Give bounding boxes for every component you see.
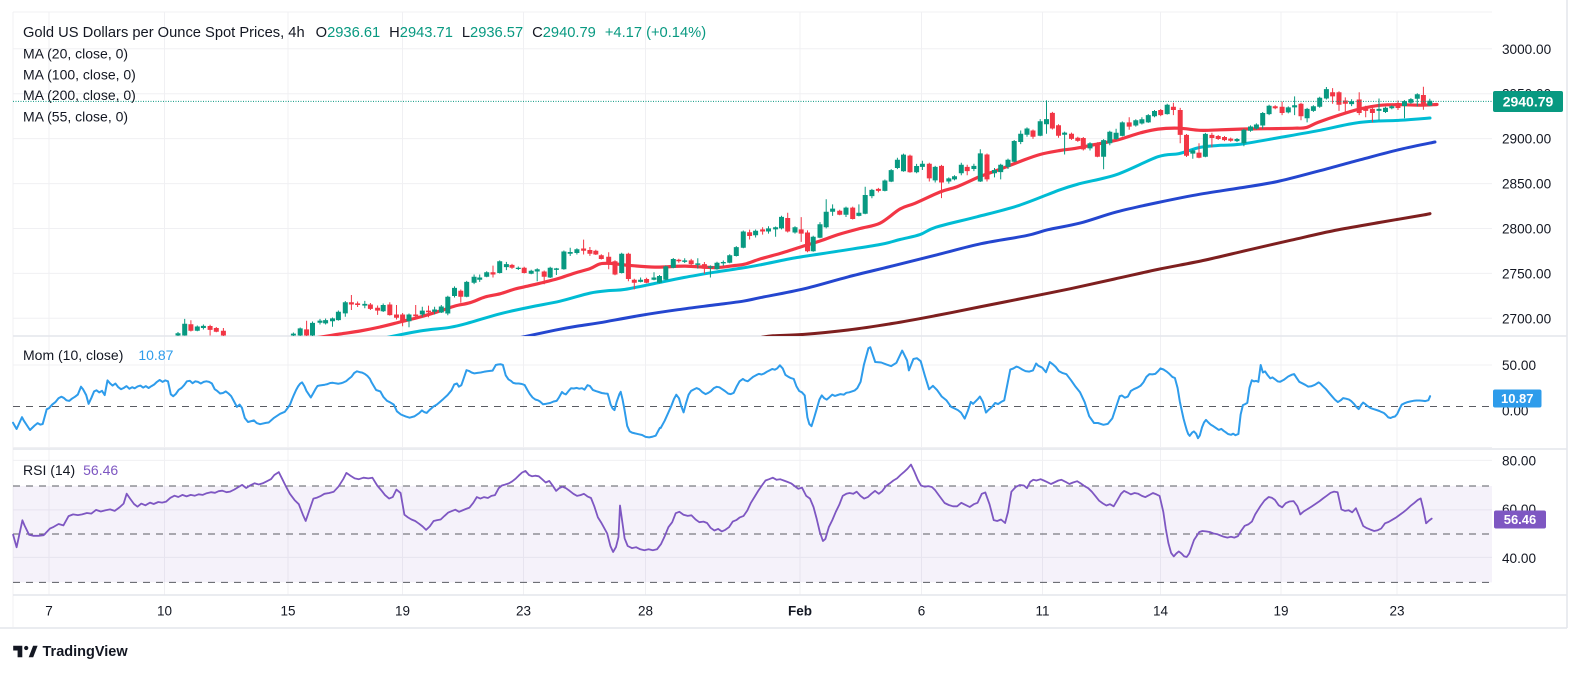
svg-text:56.46: 56.46 <box>1504 512 1537 527</box>
svg-text:MA (55, close, 0): MA (55, close, 0) <box>23 109 128 125</box>
svg-text:19: 19 <box>1273 604 1288 619</box>
svg-text:10.87: 10.87 <box>1501 391 1534 406</box>
svg-text:MA (200, close, 0): MA (200, close, 0) <box>23 87 136 103</box>
svg-text:10: 10 <box>157 604 172 619</box>
svg-text:TradingView: TradingView <box>43 644 129 660</box>
svg-text:11: 11 <box>1035 604 1049 619</box>
svg-text:MA (100, close, 0): MA (100, close, 0) <box>23 67 136 83</box>
svg-text:2750.00: 2750.00 <box>1502 266 1552 281</box>
svg-text:Mom (10, close)10.87: Mom (10, close) 10.87 <box>23 347 174 363</box>
svg-text:23: 23 <box>516 604 531 619</box>
svg-text:7: 7 <box>45 604 53 619</box>
svg-text:40.00: 40.00 <box>1502 551 1536 566</box>
svg-text:28: 28 <box>638 604 653 619</box>
svg-text:Gold US Dollars per Ounce Spot: Gold US Dollars per Ounce Spot Prices, 4… <box>23 25 706 41</box>
svg-text:6: 6 <box>918 604 926 619</box>
svg-text:14: 14 <box>1153 604 1169 619</box>
svg-text:23: 23 <box>1389 604 1404 619</box>
svg-text:3000.00: 3000.00 <box>1502 42 1552 57</box>
svg-text:RSI (14)56.46: RSI (14) 56.46 <box>23 462 118 478</box>
svg-text:19: 19 <box>395 604 410 619</box>
svg-text:2800.00: 2800.00 <box>1502 222 1552 237</box>
svg-text:50.00: 50.00 <box>1502 358 1536 373</box>
svg-text:MA (20, close, 0): MA (20, close, 0) <box>23 46 128 62</box>
svg-text:2940.79: 2940.79 <box>1503 94 1554 110</box>
svg-text:15: 15 <box>280 604 295 619</box>
svg-text:80.00: 80.00 <box>1502 453 1536 468</box>
svg-text:2900.00: 2900.00 <box>1502 132 1552 147</box>
svg-text:2700.00: 2700.00 <box>1502 311 1552 326</box>
svg-text:Feb: Feb <box>788 604 812 619</box>
svg-text:2850.00: 2850.00 <box>1502 177 1552 192</box>
